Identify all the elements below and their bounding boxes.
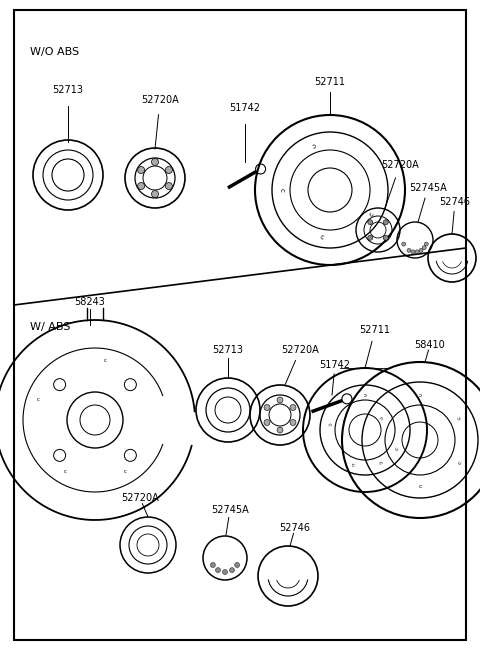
Text: c: c (377, 461, 383, 466)
Text: c: c (457, 414, 463, 420)
Circle shape (165, 166, 172, 173)
Text: 52713: 52713 (213, 345, 243, 355)
Text: W/O ABS: W/O ABS (30, 47, 79, 57)
Circle shape (342, 394, 352, 404)
Text: c: c (368, 211, 375, 217)
Circle shape (290, 405, 296, 411)
Text: 52711: 52711 (314, 77, 346, 87)
Circle shape (277, 397, 283, 403)
Circle shape (424, 242, 428, 246)
Circle shape (255, 164, 265, 174)
Text: 52745A: 52745A (211, 505, 249, 515)
Circle shape (277, 427, 283, 433)
Text: 52746: 52746 (279, 523, 311, 533)
Text: c: c (418, 484, 422, 489)
Circle shape (165, 183, 172, 189)
Circle shape (368, 235, 373, 240)
Text: c: c (37, 397, 40, 402)
Text: c: c (418, 392, 422, 397)
Circle shape (210, 562, 216, 568)
Circle shape (235, 562, 240, 568)
Text: 52720A: 52720A (381, 160, 419, 170)
Circle shape (216, 568, 220, 573)
Text: c: c (279, 188, 285, 192)
Text: c: c (326, 421, 331, 426)
Text: 58243: 58243 (74, 297, 106, 307)
Circle shape (138, 183, 144, 189)
Text: c: c (319, 234, 324, 240)
Circle shape (407, 248, 411, 252)
Circle shape (402, 242, 406, 246)
Circle shape (223, 570, 228, 574)
Text: 52746: 52746 (440, 197, 470, 207)
Circle shape (415, 250, 419, 254)
Text: 51742: 51742 (320, 360, 350, 370)
Circle shape (138, 166, 144, 173)
Circle shape (264, 405, 270, 411)
Text: 52720A: 52720A (281, 345, 319, 355)
Circle shape (264, 420, 270, 426)
Text: c: c (363, 390, 367, 396)
Text: 52713: 52713 (52, 85, 84, 95)
Circle shape (411, 250, 415, 254)
Circle shape (290, 420, 296, 426)
Circle shape (383, 235, 388, 240)
Text: c: c (377, 414, 383, 420)
Text: c: c (394, 445, 400, 451)
Text: c: c (63, 470, 67, 474)
Circle shape (152, 191, 158, 198)
Text: c: c (104, 359, 107, 363)
Circle shape (368, 219, 373, 225)
Text: 52720A: 52720A (141, 95, 179, 105)
Text: c: c (123, 470, 127, 474)
Circle shape (422, 246, 426, 250)
Text: 51742: 51742 (229, 103, 261, 113)
Text: 52711: 52711 (360, 325, 391, 335)
Text: c: c (350, 462, 355, 468)
Circle shape (152, 158, 158, 166)
Text: 58410: 58410 (415, 340, 445, 350)
Text: 52745A: 52745A (409, 183, 447, 193)
Circle shape (229, 568, 235, 573)
Text: W/ ABS: W/ ABS (30, 322, 71, 332)
Circle shape (419, 248, 423, 252)
Text: 52720A: 52720A (121, 493, 159, 503)
Circle shape (383, 219, 388, 225)
Text: c: c (311, 141, 316, 148)
Text: c: c (457, 461, 463, 466)
